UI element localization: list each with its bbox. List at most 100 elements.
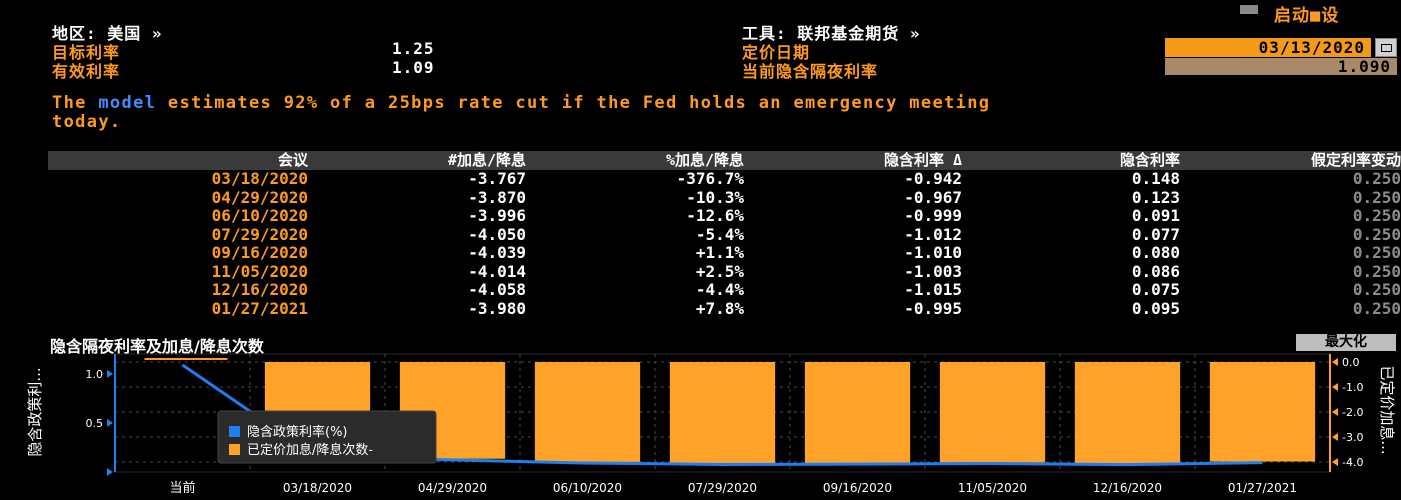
message-text: estimates 92% of a 25bps rate cut if the… <box>156 93 991 113</box>
col-header-rate[interactable]: 隐含利率 <box>1119 151 1180 169</box>
table-row[interactable]: 04/29/2020 -3.870 -10.3% -0.967 0.123 0.250 <box>48 187 1401 208</box>
col-header-delta[interactable]: 隐含利率 Δ <box>883 151 962 169</box>
message-text: The <box>52 93 99 113</box>
chart-canvas: 1.0 0.5 0.0 -1.0 -2.0 -3.0 -4.0 隐含政策利... 已定价加息..… <box>26 353 1396 496</box>
table-cell-assumed: 0.250 <box>1352 280 1401 299</box>
bar <box>804 362 911 463</box>
table-row[interactable]: 11/05/2020 -4.014 +2.5% -1.003 0.086 0.250 <box>48 261 1401 282</box>
table-row[interactable]: 09/16/2020 -4.039 +1.1% -1.010 0.080 0.250 <box>48 243 1401 263</box>
table-cell-meeting: 06/10/2020 <box>211 206 308 225</box>
maximize-button[interactable]: 最大化 <box>1296 334 1396 351</box>
table-cell-rate: 0.077 <box>1131 224 1180 244</box>
tool-selector[interactable]: 工具: 联邦基金期货 » <box>742 24 921 43</box>
x-tick-label: 06/10/2020 <box>553 481 622 495</box>
calendar-icon[interactable] <box>1375 38 1397 57</box>
launch-icon[interactable] <box>1240 5 1258 14</box>
left-tick-mark <box>107 468 113 476</box>
table-cell-num: -4.058 <box>468 280 526 299</box>
bar <box>534 362 641 462</box>
right-tick-mark <box>1332 358 1338 366</box>
table-cell-rate: 0.095 <box>1131 298 1180 318</box>
implied-overnight-label: 当前隐含隔夜利率 <box>742 62 879 81</box>
pricing-date-value: 03/13/2020 <box>1258 38 1365 57</box>
table-cell-pct: -4.4% <box>695 280 744 299</box>
legend: 隐含政策利率(%) 已定价加息/降息次数- <box>217 410 437 464</box>
right-tick-mark <box>1332 408 1338 416</box>
right-tick-label: -2.0 <box>1342 406 1363 419</box>
table-cell-meeting: 12/16/2020 <box>211 280 308 299</box>
table-cell-assumed: 0.250 <box>1352 243 1401 262</box>
col-header-assumed[interactable]: 假定利率变动 <box>1310 151 1401 169</box>
chart-title: 隐含隔夜利率及加息/降息次数 <box>50 337 264 356</box>
pricing-date-label: 定价日期 <box>742 43 811 62</box>
x-tick-label: 03/18/2020 <box>283 481 352 495</box>
table-body: 03/18/2020 -3.767 -376.7% -0.942 0.148 0.250 0… <box>48 169 1401 320</box>
right-tick-label: -3.0 <box>1342 431 1363 444</box>
table-cell-delta: -0.967 <box>904 187 962 207</box>
col-header-num[interactable]: #加息/降息 <box>447 151 526 169</box>
left-axis-title: 隐含政策利... <box>26 367 44 456</box>
table-header: 会议 #加息/降息 %加息/降息 隐含利率 Δ 隐含利率 假定利率变动 <box>48 151 1401 170</box>
launch-button[interactable]: 启动■设 <box>1274 6 1340 26</box>
model-link[interactable]: model <box>98 93 157 113</box>
region-selector[interactable]: 地区: 美国 » <box>52 24 163 43</box>
message-text: today. <box>52 112 122 132</box>
table-cell-num: -3.870 <box>468 187 526 207</box>
table-cell-delta: -1.003 <box>904 261 962 281</box>
table-cell-pct: +7.8% <box>695 298 744 318</box>
bar <box>939 362 1046 463</box>
table-cell-rate: 0.080 <box>1131 243 1180 262</box>
legend-label: 隐含政策利率(%) <box>247 424 348 440</box>
effective-rate-value: 1.09 <box>392 58 435 77</box>
effective-rate-label: 有效利率 <box>52 62 121 81</box>
x-tick-label: 07/29/2020 <box>688 481 757 495</box>
table-cell-assumed: 0.250 <box>1352 224 1401 244</box>
legend-label: 已定价加息/降息次数- <box>247 442 373 458</box>
table-cell-meeting: 04/29/2020 <box>211 187 308 207</box>
target-rate-label: 目标利率 <box>52 43 121 62</box>
table-cell-pct: -10.3% <box>686 187 744 207</box>
table-row[interactable]: 12/16/2020 -4.058 -4.4% -1.015 0.075 0.250 <box>48 280 1401 300</box>
table-cell-num: -4.039 <box>468 243 526 262</box>
right-tick-label: -1.0 <box>1342 381 1363 394</box>
table-cell-assumed: 0.250 <box>1352 206 1401 225</box>
right-tick-mark <box>1332 458 1338 466</box>
table-cell-rate: 0.123 <box>1131 187 1180 207</box>
table-row[interactable]: 07/29/2020 -4.050 -5.4% -1.012 0.077 0.250 <box>48 224 1401 245</box>
right-axis-title: 已定价加息... <box>1378 365 1396 454</box>
table-row[interactable]: 03/18/2020 -3.767 -376.7% -0.942 0.148 0.250 <box>48 169 1401 189</box>
table-row[interactable]: 06/10/2020 -3.996 -12.6% -0.999 0.091 0.250 <box>48 206 1401 226</box>
implied-overnight-field[interactable]: 1.090 <box>1165 58 1397 75</box>
table-row[interactable]: 01/27/2021 -3.980 +7.8% -0.995 0.095 0.250 <box>48 298 1401 319</box>
table-cell-pct: -5.4% <box>695 224 744 244</box>
right-tick-mark <box>1332 433 1338 441</box>
left-tick-mark <box>107 418 113 427</box>
table-cell-assumed: 0.250 <box>1352 261 1401 281</box>
table-cell-assumed: 0.250 <box>1352 169 1401 188</box>
table-cell-delta: -1.015 <box>904 280 962 299</box>
table-cell-num: -3.767 <box>468 169 526 188</box>
right-tick-label: -4.0 <box>1342 456 1363 469</box>
x-tick-label: 01/27/2021 <box>1228 481 1297 495</box>
col-header-meeting[interactable]: 会议 <box>277 151 308 169</box>
table-cell-delta: -0.942 <box>904 169 962 188</box>
bar <box>1074 362 1181 464</box>
x-tick-label: 09/16/2020 <box>823 481 892 495</box>
table-cell-rate: 0.148 <box>1131 169 1180 188</box>
table-cell-pct: -376.7% <box>676 169 744 188</box>
table-cell-pct: -12.6% <box>686 206 744 225</box>
table-cell-num: -3.980 <box>468 298 526 318</box>
table-cell-assumed: 0.250 <box>1352 298 1401 318</box>
table-cell-meeting: 07/29/2020 <box>211 224 308 244</box>
legend-swatch-bar <box>229 444 240 455</box>
right-tick-label: 0.0 <box>1342 356 1360 369</box>
implied-overnight-value: 1.090 <box>1337 57 1391 76</box>
pricing-date-field[interactable]: 03/13/2020 <box>1165 38 1371 57</box>
target-rate-value: 1.25 <box>392 39 435 58</box>
left-tick-label: 0.5 <box>86 417 104 430</box>
table-cell-num: -4.014 <box>468 261 526 281</box>
table-cell-delta: -1.012 <box>904 224 962 244</box>
table-cell-delta: -0.999 <box>904 206 962 225</box>
col-header-pct[interactable]: %加息/降息 <box>665 151 744 169</box>
table-cell-rate: 0.075 <box>1131 280 1180 299</box>
